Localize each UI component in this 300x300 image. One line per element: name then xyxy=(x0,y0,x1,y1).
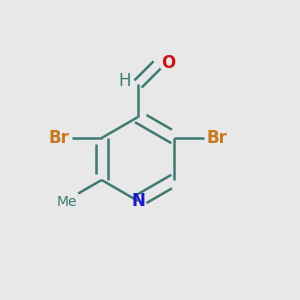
Text: Br: Br xyxy=(207,129,228,147)
Text: N: N xyxy=(131,192,145,210)
Text: Br: Br xyxy=(48,129,69,147)
Text: Me: Me xyxy=(56,195,77,209)
Text: H: H xyxy=(118,72,131,90)
Text: O: O xyxy=(161,54,175,72)
